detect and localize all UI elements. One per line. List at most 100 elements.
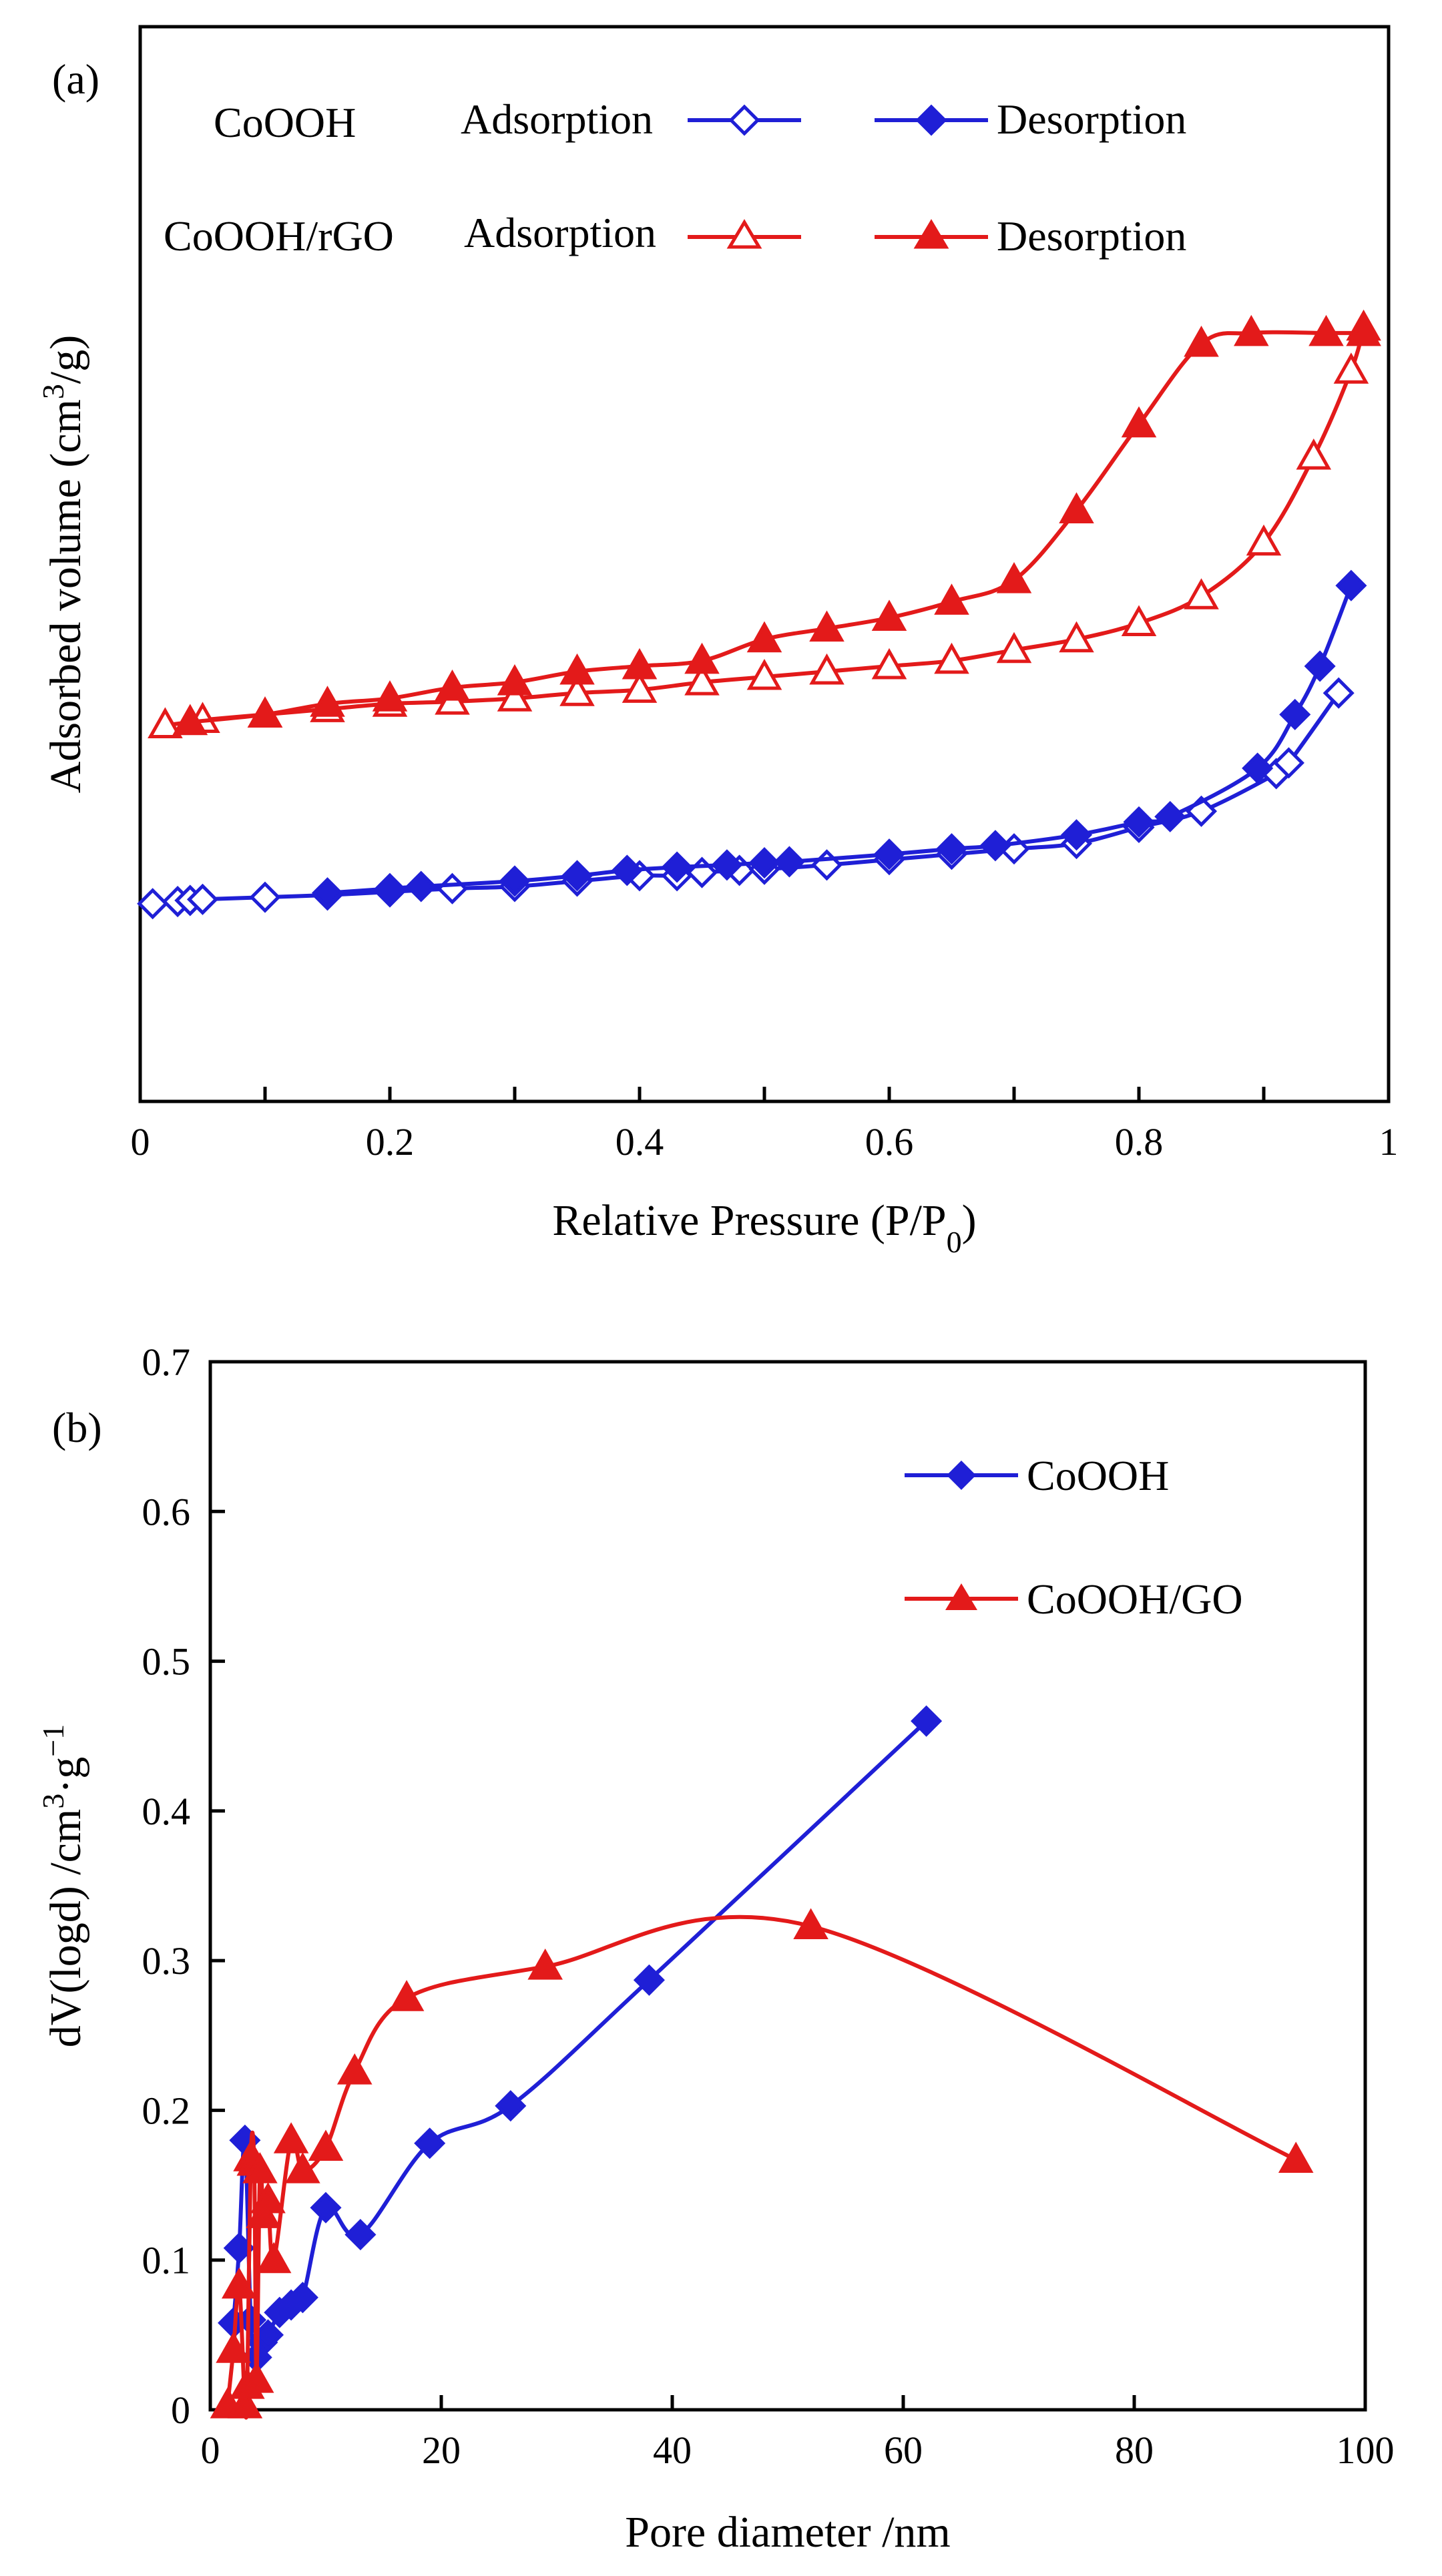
panel-b-y-tick-labels: 0 0.1 0.2 0.3 0.4 0.5 0.6 0.7 [142, 1340, 191, 2432]
data-point-coooh-desorption [979, 830, 1011, 862]
panel-a-series [137, 309, 1381, 920]
y-tick-label: 0 [171, 2388, 190, 2432]
data-point-coooh-rgo-desorption [1184, 325, 1219, 357]
y-tick-label: 0.7 [142, 1340, 191, 1384]
data-point-coooh-desorption [661, 851, 693, 883]
data-point-coooh-desorption [1304, 650, 1336, 682]
data-point-coooh-desorption [1279, 698, 1311, 730]
series-coooh-rgo-desorption [172, 314, 1381, 736]
data-point-coooh-desorption [1242, 752, 1274, 784]
series-line-coooh-rgo-desorption [190, 330, 1364, 724]
data-point-coooh-go [273, 2122, 309, 2153]
panel-b-series [210, 1705, 1314, 2420]
series-line-coooh-desorption [327, 585, 1353, 895]
panel-b-x-axis-title: Pore diameter /nm [625, 2508, 951, 2557]
series-coooh-rgo-adsorption [148, 309, 1381, 738]
data-point-coooh-rgo-desorption [1059, 492, 1094, 523]
y-tick-label: 0.4 [142, 1790, 191, 1833]
data-point-coooh [344, 2219, 377, 2251]
panel-b-legend: CoOOH CoOOH/GO [905, 1452, 1243, 1623]
x-tick-label: 0.2 [366, 1120, 415, 1164]
data-point-coooh-rgo-desorption [559, 653, 595, 685]
legend-marker-coooh [947, 1461, 976, 1490]
legend-desorption-marker-coooh-rgo [913, 219, 949, 249]
data-point-coooh-go [256, 2242, 292, 2274]
data-point-coooh-rgo-desorption [1234, 314, 1269, 346]
legend-label-coooh: CoOOH [1027, 1452, 1169, 1499]
data-point-coooh-desorption [374, 872, 406, 905]
panel-b-label: (b) [52, 1404, 102, 1451]
data-point-coooh-desorption [1123, 806, 1155, 838]
panel-a: (a) 0 0.2 0.4 0.6 0.8 1 Relative Pressure (P/… [36, 25, 1399, 1259]
legend-sample-coooh-rgo: CoOOH/rGO [164, 212, 394, 260]
data-point-coooh-rgo-adsorption [622, 672, 658, 703]
data-point-coooh-desorption [711, 849, 743, 881]
data-point-coooh-rgo-desorption [497, 664, 533, 696]
legend-desorption-label-coooh: Desorption [997, 95, 1186, 143]
data-point-coooh-rgo-adsorption [1059, 621, 1094, 653]
panel-a-plot-frame [138, 25, 1391, 1103]
data-point-coooh-adsorption [137, 888, 169, 920]
data-point-coooh-desorption [1060, 819, 1093, 851]
x-tick-label: 0.4 [616, 1120, 664, 1164]
x-tick-label: 0.8 [1115, 1120, 1164, 1164]
data-point-coooh-rgo-desorption [435, 670, 470, 701]
data-point-coooh-go [527, 1949, 563, 1980]
data-point-coooh-adsorption [436, 872, 469, 905]
data-point-coooh-rgo-adsorption [1246, 524, 1282, 556]
panel-b-y-ticks [210, 1360, 225, 2412]
x-tick-label: 60 [884, 2428, 923, 2472]
data-point-coooh-rgo-desorption [684, 642, 720, 674]
series-line-coooh [231, 1720, 928, 2360]
data-point-coooh-rgo-desorption [622, 648, 658, 680]
data-point-coooh-desorption [1154, 800, 1186, 832]
data-point-coooh-go [221, 2267, 257, 2299]
data-point-coooh-rgo-adsorption [148, 707, 183, 738]
panel-b-y-axis-title: dV(logd) /cm3·g−1 [36, 1724, 91, 2047]
data-point-coooh-adsorption [1323, 677, 1355, 709]
panel-a-label: (a) [52, 55, 99, 103]
data-point-coooh-rgo-desorption [372, 680, 408, 712]
data-point-coooh-desorption [873, 838, 905, 870]
data-point-coooh-rgo-desorption [809, 610, 845, 642]
data-point-coooh-rgo-adsorption [1184, 578, 1219, 609]
legend-desorption-label-coooh-rgo: Desorption [997, 212, 1186, 260]
x-tick-label: 20 [422, 2428, 461, 2472]
data-point-coooh [414, 2127, 446, 2159]
data-point-coooh-desorption [311, 877, 344, 909]
data-point-coooh-rgo-adsorption [996, 631, 1032, 664]
data-point-coooh-go [250, 2181, 286, 2214]
data-point-coooh-go [238, 2362, 274, 2393]
data-point-coooh-rgo-adsorption [1296, 438, 1332, 470]
legend-label-coooh-go: CoOOH/GO [1027, 1575, 1243, 1623]
data-point-coooh-go [242, 2152, 278, 2183]
data-point-coooh-desorption [748, 847, 780, 879]
data-point-coooh-go [285, 2152, 320, 2183]
series-coooh-go [210, 1908, 1314, 2420]
data-point-coooh-go [246, 2197, 281, 2228]
data-point-coooh [495, 2090, 527, 2122]
panel-b-plot-frame [208, 1360, 1367, 2412]
legend-desorption-marker-coooh [915, 104, 947, 136]
y-tick-label: 0.5 [142, 1640, 191, 1684]
legend-adsorption-label-coooh-rgo: Adsorption [464, 209, 656, 256]
legend-adsorption-label-coooh: Adsorption [461, 95, 653, 143]
data-point-coooh-go [216, 2332, 251, 2363]
data-point-coooh-go [308, 2129, 344, 2161]
legend-adsorption-marker-coooh-rgo [726, 219, 762, 249]
data-point-coooh-adsorption [1272, 747, 1304, 779]
series-line-coooh-go [225, 1914, 1297, 2420]
data-point-coooh-adsorption [249, 881, 281, 913]
data-point-coooh-desorption [1335, 569, 1367, 601]
x-tick-label: 40 [653, 2428, 692, 2472]
y-tick-label: 0.1 [142, 2239, 191, 2282]
legend-row-coooh-rgo: CoOOH/rGO Adsorption Desorption [164, 209, 1186, 260]
data-point-coooh-rgo-adsorption [809, 653, 845, 685]
data-point-coooh-rgo-desorption [1308, 314, 1344, 346]
data-point-coooh-rgo-adsorption [1333, 352, 1369, 384]
y-tick-label: 0.3 [142, 1939, 191, 1983]
data-point-coooh-desorption [611, 854, 643, 886]
data-point-coooh-desorption [935, 833, 968, 865]
x-tick-label: 1 [1379, 1120, 1399, 1164]
